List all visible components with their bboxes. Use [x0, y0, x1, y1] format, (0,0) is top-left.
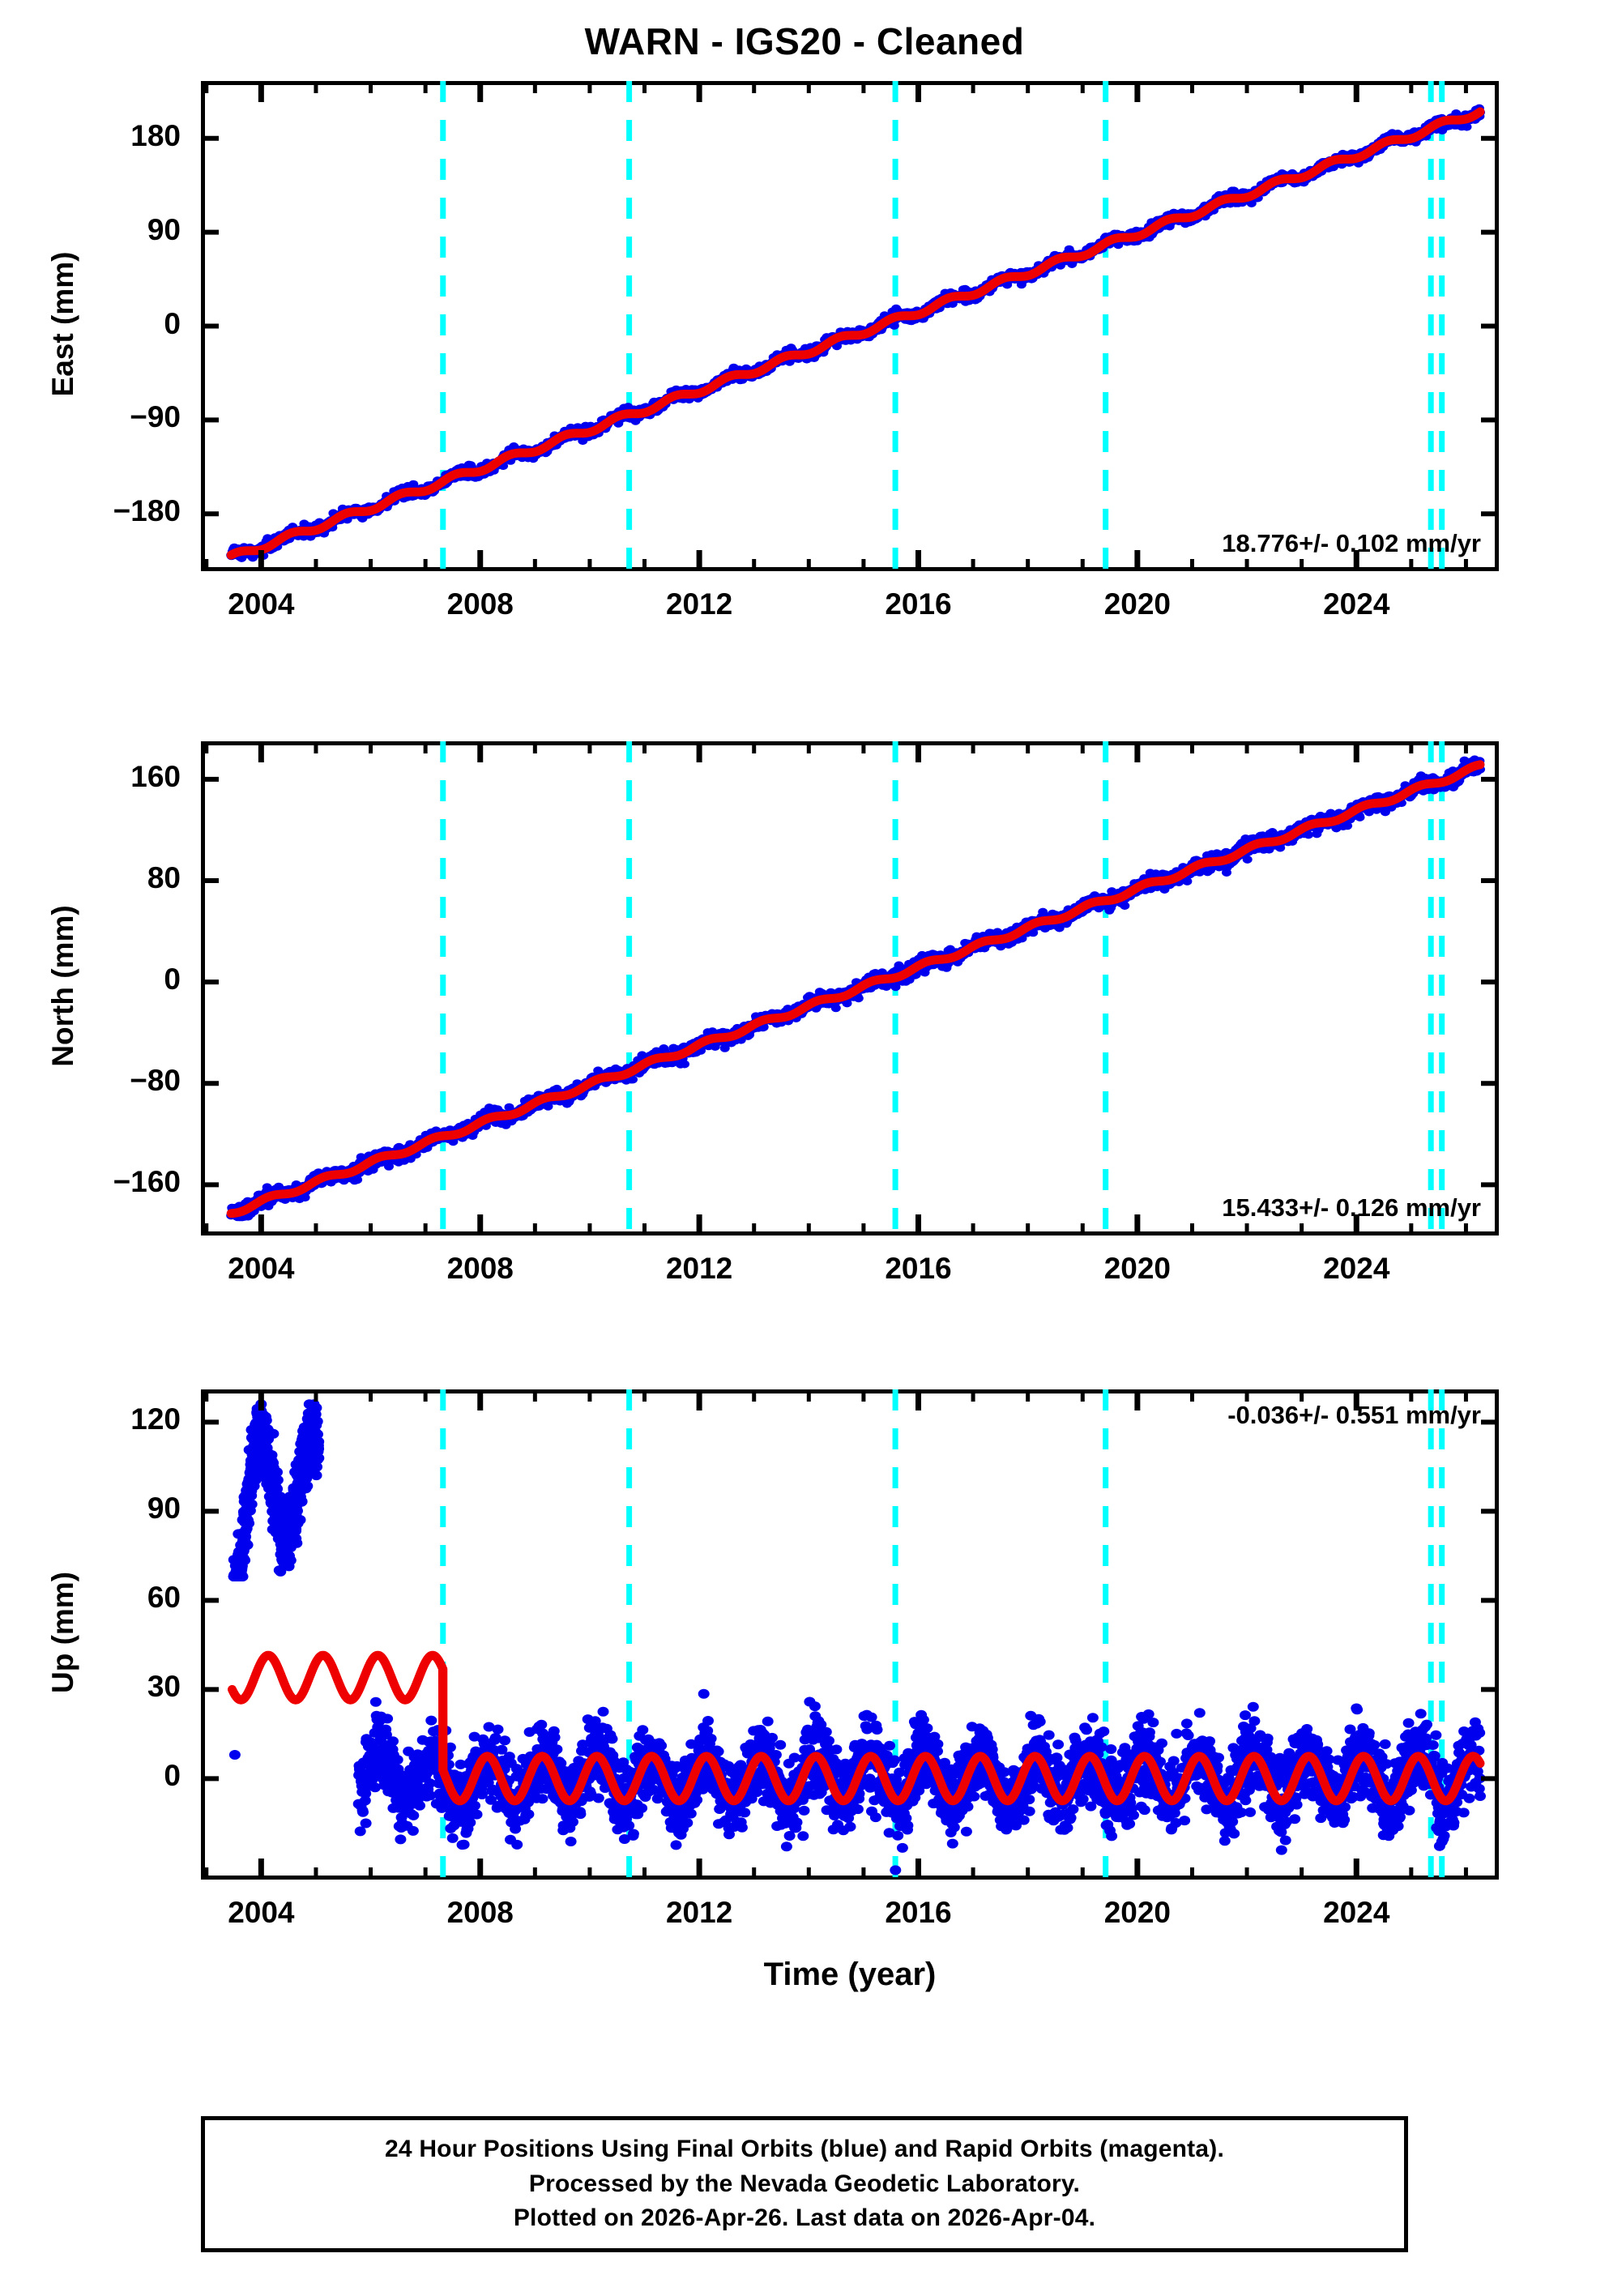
east-ytick-4: −180 — [113, 494, 181, 528]
up-xtick-1: 2008 — [446, 1896, 514, 1929]
up-ytick-0: 120 — [130, 1402, 181, 1436]
page-title: WARN - IGS20 - Cleaned — [584, 20, 1025, 62]
up-data-points — [228, 1399, 1486, 1876]
footer-line-1: 24 Hour Positions Using Final Orbits (bl… — [385, 2136, 1224, 2163]
up-xtick-2: 2012 — [665, 1896, 733, 1929]
east-model-curve — [226, 107, 1485, 560]
east-plot-canvas — [201, 81, 1499, 571]
north-rate-label: 15.433+/- 0.126 mm/yr — [1222, 1193, 1481, 1222]
up-plot-canvas — [201, 1389, 1499, 1880]
north-tick-marks — [201, 741, 1499, 1235]
up-ytick-1: 90 — [147, 1492, 181, 1526]
up-xtick-3: 2016 — [885, 1896, 952, 1929]
footer-line-2: Processed by the Nevada Geodetic Laborat… — [528, 2170, 1081, 2197]
north-ytick-0: 160 — [130, 759, 181, 793]
east-xtick-2: 2012 — [665, 587, 733, 621]
east-axis-label: East (mm) — [46, 251, 79, 396]
east-xtick-4: 2020 — [1103, 587, 1172, 621]
up-ytick-4: 0 — [164, 1759, 181, 1793]
north-xtick-4: 2020 — [1103, 1252, 1172, 1285]
east-xtick-3: 2016 — [885, 587, 952, 621]
north-xtick-1: 2008 — [446, 1252, 514, 1285]
x-axis-label: Time (year) — [763, 1957, 937, 1992]
east-ytick-3: −90 — [130, 400, 181, 434]
east-tick-marks — [201, 81, 1499, 571]
panel-north: 15.433+/- 0.126 mm/yr — [201, 741, 1499, 1235]
up-ytick-3: 30 — [147, 1670, 181, 1704]
panel-east: 18.776+/- 0.102 mm/yr — [201, 81, 1499, 571]
north-xtick-0: 2004 — [228, 1252, 295, 1285]
footer-note-box: 24 Hour Positions Using Final Orbits (bl… — [201, 2116, 1408, 2252]
footer-line-3: Plotted on 2026-Apr-26. Last data on 202… — [513, 2204, 1096, 2232]
north-model-curve — [226, 760, 1485, 1218]
offset-epoch-lines — [440, 741, 1445, 1235]
east-ytick-2: 0 — [164, 306, 181, 340]
north-xtick-2: 2012 — [665, 1252, 733, 1285]
up-tick-marks — [201, 1389, 1499, 1880]
north-ytick-1: 80 — [147, 861, 181, 895]
north-xtick-3: 2016 — [885, 1252, 952, 1285]
up-xtick-5: 2024 — [1323, 1896, 1390, 1929]
east-xtick-5: 2024 — [1323, 587, 1390, 621]
north-ytick-3: −80 — [130, 1064, 181, 1098]
up-axis-label: Up (mm) — [46, 1571, 79, 1693]
north-axis-label: North (mm) — [46, 905, 79, 1067]
offset-epoch-lines — [440, 81, 1445, 571]
east-ytick-0: 180 — [130, 118, 181, 152]
north-ytick-4: −160 — [113, 1165, 181, 1199]
north-plot-canvas — [201, 741, 1499, 1235]
east-rate-label: 18.776+/- 0.102 mm/yr — [1222, 529, 1481, 557]
up-xtick-4: 2020 — [1103, 1896, 1172, 1929]
up-xtick-0: 2004 — [228, 1896, 295, 1929]
east-xtick-1: 2008 — [446, 587, 514, 621]
east-ytick-1: 90 — [147, 212, 181, 246]
up-model-curve — [228, 1650, 1485, 1806]
east-xtick-0: 2004 — [228, 587, 295, 621]
up-rate-label: -0.036+/- 0.551 mm/yr — [1227, 1401, 1481, 1429]
north-ytick-2: 0 — [164, 962, 181, 996]
north-xtick-5: 2024 — [1323, 1252, 1390, 1285]
panel-up: -0.036+/- 0.551 mm/yr — [201, 1389, 1499, 1880]
up-ytick-2: 60 — [147, 1581, 181, 1615]
